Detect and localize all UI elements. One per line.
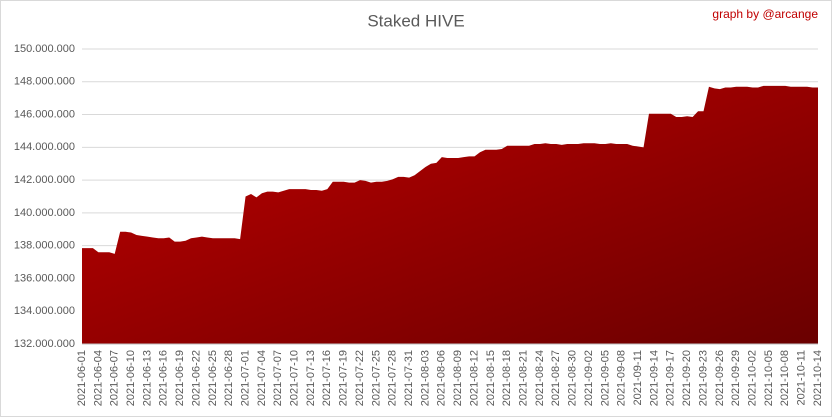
y-tick-label: 144.000.000	[14, 141, 75, 153]
y-tick-label: 142.000.000	[14, 174, 75, 186]
x-tick-label: 2021-08-24	[534, 350, 546, 406]
x-tick-label: 2021-07-28	[387, 350, 399, 406]
x-tick-label: 2021-07-22	[354, 350, 366, 406]
y-tick-label: 140.000.000	[14, 207, 75, 219]
y-tick-label: 136.000.000	[14, 272, 75, 284]
x-tick-label: 2021-09-26	[714, 350, 726, 406]
x-tick-label: 2021-09-23	[697, 350, 709, 406]
x-tick-label: 2021-09-29	[730, 350, 742, 406]
x-tick-label: 2021-08-06	[436, 350, 448, 406]
x-tick-label: 2021-08-30	[567, 350, 579, 406]
x-tick-label: 2021-07-01	[239, 350, 251, 406]
x-tick-label: 2021-06-28	[223, 350, 235, 406]
x-tick-label: 2021-08-15	[485, 350, 497, 406]
x-tick-label: 2021-09-17	[665, 350, 677, 406]
x-tick-label: 2021-09-05	[599, 350, 611, 406]
x-tick-label: 2021-10-02	[746, 350, 758, 406]
x-tick-label: 2021-10-08	[779, 350, 791, 406]
x-tick-label: 2021-06-13	[141, 350, 153, 406]
x-tick-label: 2021-09-14	[648, 350, 660, 406]
x-tick-label: 2021-07-16	[321, 350, 333, 406]
x-tick-label: 2021-06-07	[109, 350, 121, 406]
x-tick-label: 2021-06-19	[174, 350, 186, 406]
x-tick-label: 2021-08-21	[518, 350, 530, 406]
x-tick-label: 2021-08-12	[468, 350, 480, 406]
x-tick-label: 2021-09-02	[583, 350, 595, 406]
y-tick-label: 148.000.000	[14, 76, 75, 88]
x-tick-label: 2021-06-16	[158, 350, 170, 406]
x-tick-label: 2021-09-11	[632, 350, 644, 405]
x-tick-label: 2021-10-14	[812, 350, 824, 406]
x-tick-label: 2021-07-19	[338, 350, 350, 406]
chart-title: Staked HIVE	[367, 11, 464, 30]
x-tick-label: 2021-06-22	[190, 350, 202, 406]
x-tick-label: 2021-09-20	[681, 350, 693, 406]
x-tick-label: 2021-06-10	[125, 350, 137, 406]
x-tick-label: 2021-08-27	[550, 350, 562, 406]
x-tick-label: 2021-06-04	[92, 350, 104, 406]
x-tick-label: 2021-08-18	[501, 350, 513, 406]
x-tick-label: 2021-07-10	[289, 350, 301, 406]
x-tick-label: 2021-06-01	[76, 350, 88, 406]
y-tick-label: 132.000.000	[14, 338, 75, 350]
x-tick-label: 2021-07-07	[272, 350, 284, 406]
x-tick-label: 2021-09-08	[616, 350, 628, 406]
y-tick-label: 146.000.000	[14, 108, 75, 120]
credit: graph by @arcange	[712, 7, 818, 21]
x-tick-label: 2021-10-05	[763, 350, 775, 406]
y-tick-label: 134.000.000	[14, 305, 75, 317]
y-tick-label: 150.000.000	[14, 43, 75, 55]
x-tick-label: 2021-07-31	[403, 350, 415, 406]
x-tick-label: 2021-10-11	[796, 350, 808, 405]
x-tick-label: 2021-08-09	[452, 350, 464, 406]
x-tick-label: 2021-06-25	[207, 350, 219, 406]
y-tick-label: 138.000.000	[14, 240, 75, 252]
area	[82, 85, 818, 344]
x-tick-label: 2021-08-03	[419, 350, 431, 406]
x-tick-label: 2021-07-13	[305, 350, 317, 406]
x-tick-label: 2021-07-04	[256, 350, 268, 406]
x-tick-label: 2021-07-25	[370, 350, 382, 406]
